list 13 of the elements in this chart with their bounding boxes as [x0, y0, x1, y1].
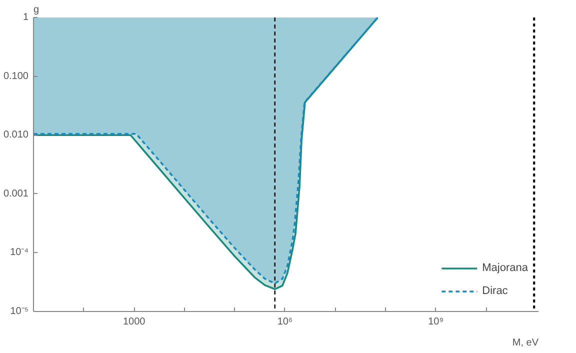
legend-label: Dirac — [482, 285, 508, 297]
x-tick-label: 10⁶ — [277, 316, 293, 328]
y-tick-label: 1 — [22, 12, 29, 23]
x-tick-label: 10⁹ — [428, 316, 444, 328]
legend-label: Majorana — [482, 262, 528, 274]
y-axis-title: g — [34, 4, 40, 16]
y-tick-label: 10⁻⁵ — [10, 306, 29, 317]
y-tick-label: 0.100 — [3, 70, 29, 82]
y-tick-label: 0.010 — [3, 130, 29, 141]
y-tick-label: 0.001 — [3, 188, 29, 200]
x-axis-title: M, eV — [512, 338, 539, 348]
x-tick-label: 1000 — [122, 316, 146, 328]
y-tick-label: 10⁻⁴ — [10, 247, 28, 258]
